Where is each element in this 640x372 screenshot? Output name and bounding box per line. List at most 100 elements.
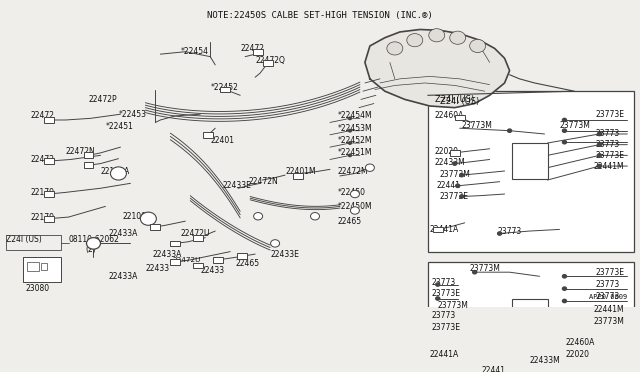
Text: NOTE:22450S CALBE SET-HIGH TENSION (INC.®): NOTE:22450S CALBE SET-HIGH TENSION (INC.…: [207, 10, 433, 20]
Text: *22451M: *22451M: [338, 148, 372, 157]
Circle shape: [86, 238, 100, 249]
Bar: [44, 117, 54, 123]
Circle shape: [563, 129, 566, 132]
Circle shape: [456, 184, 460, 187]
Bar: [213, 257, 223, 263]
Text: 22433A: 22433A: [152, 250, 182, 259]
Text: 22433: 22433: [200, 266, 225, 275]
Circle shape: [473, 270, 477, 274]
Bar: [83, 153, 93, 158]
Text: 22472U: 22472U: [180, 229, 210, 238]
Text: 22441A: 22441A: [430, 350, 459, 359]
Circle shape: [436, 310, 440, 313]
Bar: [511, 299, 547, 336]
Bar: [83, 162, 93, 168]
Text: 22433E: 22433E: [270, 250, 299, 259]
Bar: [193, 263, 204, 269]
Text: 22401: 22401: [210, 136, 234, 145]
Circle shape: [597, 143, 602, 146]
Text: (2): (2): [86, 246, 96, 254]
Bar: [193, 235, 204, 241]
Circle shape: [498, 232, 502, 235]
Text: 22020: 22020: [435, 147, 459, 156]
Text: 22472N: 22472N: [65, 147, 95, 156]
Text: 23773E: 23773E: [432, 323, 461, 332]
Bar: [40, 263, 47, 270]
Text: 08110-62062: 08110-62062: [68, 235, 120, 244]
Circle shape: [563, 287, 566, 290]
Text: 23773M: 23773M: [438, 301, 468, 310]
Circle shape: [597, 132, 602, 136]
Circle shape: [470, 39, 486, 52]
Bar: [428, 91, 634, 251]
Text: 22433: 22433: [145, 264, 170, 273]
Text: Z24I (US): Z24I (US): [440, 97, 479, 106]
Bar: [237, 253, 247, 259]
Text: *22454M: *22454M: [338, 111, 372, 121]
Text: 22433A: 22433A: [108, 272, 138, 281]
Text: 23773: 23773: [595, 129, 620, 138]
Bar: [220, 87, 230, 92]
Text: 22441: 22441: [482, 366, 506, 372]
Text: 22441M: 22441M: [593, 161, 624, 170]
Text: *22452M: *22452M: [338, 136, 372, 145]
Bar: [44, 158, 54, 164]
Text: 22433E: 22433E: [222, 181, 251, 190]
Text: *22452: *22452: [210, 83, 238, 92]
Circle shape: [348, 129, 351, 132]
Text: 22472: 22472: [31, 155, 54, 164]
Circle shape: [365, 164, 374, 171]
Bar: [511, 143, 547, 179]
Text: 23773E: 23773E: [595, 110, 625, 119]
Text: 22179: 22179: [31, 212, 54, 222]
Text: *22450M: *22450M: [338, 202, 372, 211]
Text: 23773E: 23773E: [432, 289, 461, 298]
Bar: [44, 191, 54, 197]
Bar: [450, 150, 460, 156]
Text: 22472: 22472: [240, 44, 264, 53]
Text: *22453: *22453: [118, 110, 147, 119]
Circle shape: [351, 190, 360, 198]
Circle shape: [140, 212, 156, 225]
Text: 22100E: 22100E: [122, 212, 151, 221]
Text: 22472: 22472: [31, 111, 54, 121]
Polygon shape: [365, 29, 509, 108]
Circle shape: [253, 212, 262, 220]
Text: 22100A: 22100A: [100, 167, 130, 176]
Circle shape: [508, 129, 511, 132]
Circle shape: [351, 207, 360, 214]
Circle shape: [597, 164, 602, 168]
Text: 23773M: 23773M: [593, 317, 624, 326]
Text: 22433A: 22433A: [108, 229, 138, 238]
Text: 23773: 23773: [595, 280, 620, 289]
Text: 23773: 23773: [432, 311, 456, 320]
Circle shape: [348, 142, 351, 144]
Circle shape: [563, 275, 566, 278]
Text: 22441A: 22441A: [430, 225, 459, 234]
Text: 22472P: 22472P: [88, 95, 117, 104]
Text: 23773M: 23773M: [559, 121, 590, 130]
Circle shape: [563, 299, 566, 303]
Circle shape: [387, 42, 403, 55]
Text: 22441M: 22441M: [593, 305, 624, 314]
Text: *22450: *22450: [338, 188, 366, 197]
Text: 23773E: 23773E: [440, 192, 468, 201]
Text: Z24I (US): Z24I (US): [6, 235, 42, 244]
Text: 23080: 23080: [26, 284, 50, 293]
Bar: [454, 115, 465, 121]
Text: 22020: 22020: [566, 350, 589, 359]
Circle shape: [563, 324, 566, 327]
Text: 23773E: 23773E: [595, 268, 625, 277]
Bar: [293, 173, 303, 179]
Text: *22451: *22451: [106, 122, 133, 131]
Bar: [27, 262, 38, 270]
Text: 22460A: 22460A: [566, 338, 595, 347]
Text: 22433M: 22433M: [435, 158, 465, 167]
Circle shape: [563, 346, 566, 350]
Circle shape: [488, 369, 492, 372]
Circle shape: [436, 283, 440, 286]
Bar: [433, 227, 443, 232]
Text: 22465: 22465: [338, 217, 362, 226]
Circle shape: [429, 29, 445, 42]
Bar: [263, 60, 273, 66]
